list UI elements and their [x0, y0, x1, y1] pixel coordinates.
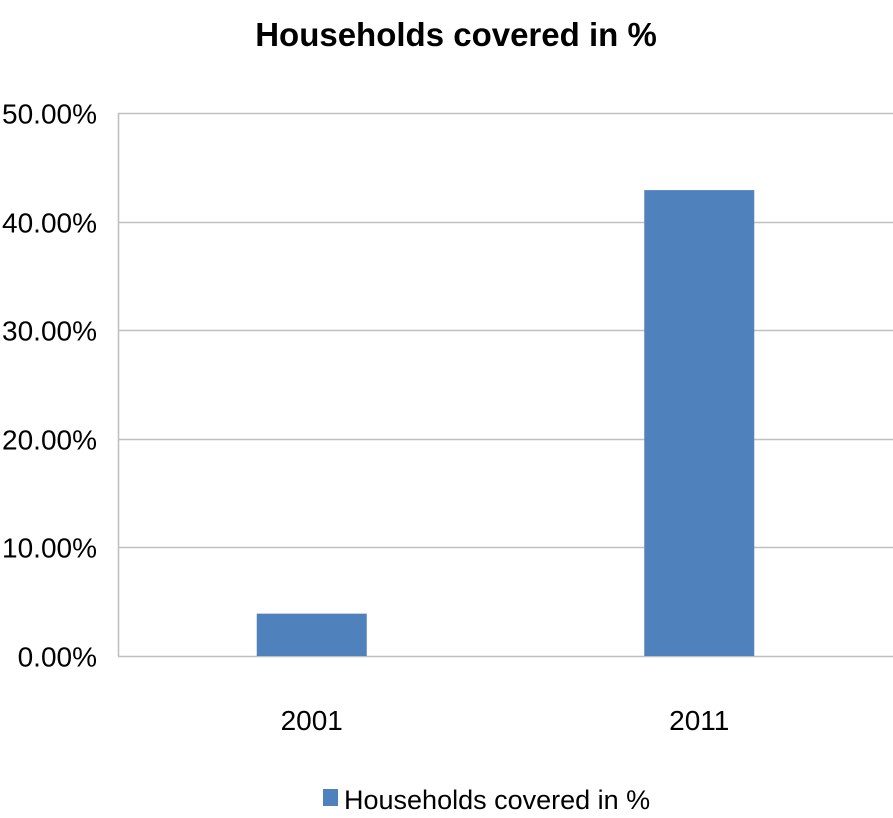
y-tick-label: 50.00%: [2, 99, 97, 130]
y-tick-label: 40.00%: [2, 208, 97, 239]
chart-title: Households covered in %: [255, 16, 657, 53]
legend-swatch: [323, 789, 338, 806]
y-tick-label: 20.00%: [2, 425, 97, 456]
bars: [257, 190, 755, 656]
y-axis-ticks: 0.00% 10.00% 20.00% 30.00% 40.00% 50.00%: [2, 99, 97, 673]
y-tick-label: 0.00%: [18, 642, 97, 673]
y-tick-label: 10.00%: [2, 533, 97, 564]
bar-2011: [644, 190, 754, 656]
x-axis-ticks: 2001 2011: [281, 705, 730, 736]
legend-label: Households covered in %: [344, 785, 650, 815]
x-tick-label: 2011: [669, 705, 729, 736]
bar-2001: [257, 614, 367, 656]
legend: Households covered in %: [323, 785, 650, 815]
x-tick-label: 2001: [281, 705, 343, 736]
gridlines: [118, 113, 893, 657]
y-tick-label: 30.00%: [2, 316, 97, 347]
